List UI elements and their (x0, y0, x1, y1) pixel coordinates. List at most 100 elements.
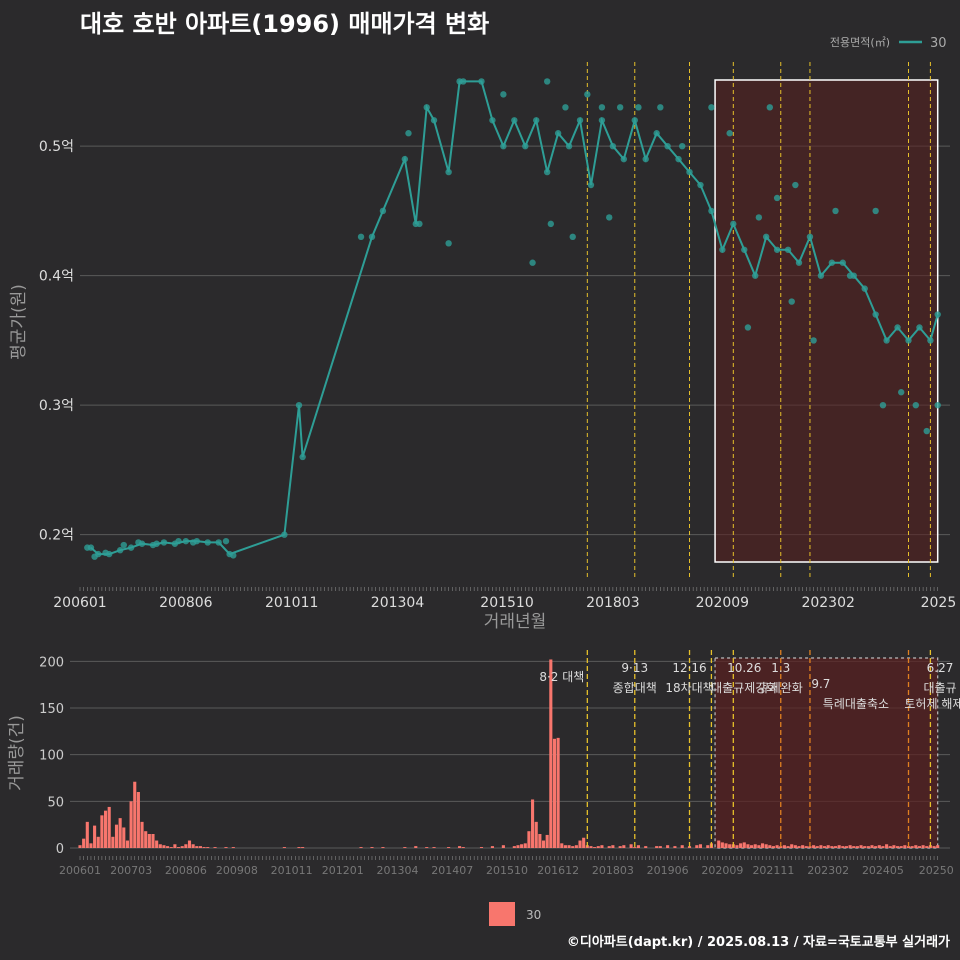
price-point (500, 91, 507, 98)
volume-bar (118, 818, 122, 848)
volume-bar (140, 821, 144, 848)
price-highlight-box (714, 79, 939, 563)
volume-bar (563, 845, 567, 848)
volume-bar (191, 844, 195, 848)
volume-y-tick-label: 200 (39, 655, 64, 670)
volume-bar (917, 846, 922, 848)
volume-bar (877, 845, 881, 848)
volume-bar (881, 846, 885, 848)
volume-bar (541, 840, 546, 848)
volume-x-tick-label: 201906 (647, 864, 689, 877)
price-point (810, 337, 817, 344)
price-point (792, 181, 799, 189)
price-y-axis-title: 평균가(원) (9, 284, 29, 360)
volume-x-tick-label: 201011 (271, 864, 313, 877)
policy-annotation: 대출규 (923, 681, 956, 695)
policy-annotation: 특례대출축소 (823, 697, 889, 711)
volume-bar (447, 847, 451, 848)
volume-y-tick-label: 100 (39, 749, 64, 764)
volume-bar (133, 781, 137, 848)
volume-bar (582, 837, 586, 848)
volume-bar (111, 836, 115, 848)
price-x-tick-label: 202009 (696, 595, 749, 611)
price-point (84, 544, 91, 551)
price-point (357, 233, 365, 241)
volume-bar (746, 844, 750, 848)
volume-bar (589, 846, 593, 848)
volume-x-tick-label: 202405 (862, 864, 904, 877)
volume-bar (523, 843, 527, 848)
volume-x-tick-label: 201612 (537, 864, 579, 877)
policy-annotation: 8·2 대책 (539, 669, 584, 684)
volume-bar (892, 845, 896, 848)
price-point (598, 104, 606, 111)
volume-bar (144, 831, 148, 848)
price-x-tick-label: 201011 (265, 595, 318, 611)
price-point (562, 104, 569, 111)
price-point (923, 427, 930, 435)
volume-bar (231, 847, 235, 848)
volume-bar (282, 847, 286, 848)
volume-bar (567, 845, 571, 848)
legend-title: 전용면적(㎡) (830, 36, 890, 49)
price-point (405, 130, 412, 137)
price-point (788, 298, 795, 305)
policy-date-label: 9.7 (811, 677, 830, 691)
volume-bar (925, 846, 929, 848)
volume-bar (184, 844, 188, 848)
volume-bar (815, 846, 819, 848)
volume-bar (848, 845, 852, 848)
volume-bar (122, 827, 126, 848)
price-point (120, 541, 127, 549)
volume-bar (914, 845, 918, 848)
volume-bar (370, 847, 374, 848)
volume-legend-label: 30 (526, 908, 541, 922)
volume-x-tick-label: 202302 (807, 864, 849, 877)
volume-bar (607, 846, 611, 848)
volume-bar (89, 843, 93, 848)
policy-date-label: 9·13 (621, 661, 648, 675)
price-point (766, 104, 774, 111)
price-point (569, 233, 576, 241)
policy-annotation: 종합대책 (613, 680, 657, 695)
price-point (912, 401, 920, 409)
volume-bar (531, 799, 535, 848)
volume-bar (516, 845, 520, 848)
volume-x-tick-label: 201407 (431, 864, 473, 877)
volume-bar (414, 846, 418, 848)
volume-bar (501, 845, 505, 848)
volume-bar (812, 845, 816, 848)
price-point (744, 324, 752, 331)
volume-bar (826, 845, 830, 848)
volume-bar (830, 846, 834, 848)
volume-x-tick-label: 200908 (216, 864, 258, 877)
volume-bar (658, 846, 662, 848)
volume-bar (782, 845, 786, 848)
volume-bar (458, 846, 462, 848)
volume-y-tick-label: 50 (47, 795, 64, 810)
volume-bar (96, 836, 100, 848)
volume-x-tick-label: 201803 (592, 864, 634, 877)
volume-bar (932, 846, 936, 848)
volume-highlight-box (714, 657, 939, 849)
volume-bar (728, 844, 732, 848)
volume-bar (114, 824, 119, 848)
volume-bar (534, 821, 538, 848)
volume-bar (644, 846, 648, 848)
volume-bar (125, 840, 129, 848)
price-point (616, 104, 624, 111)
volume-bar (655, 846, 659, 848)
volume-bar (611, 845, 615, 848)
volume-x-tick-label: 200703 (110, 864, 152, 877)
volume-x-tick-label: 200601 (59, 864, 101, 877)
volume-bar (527, 831, 531, 848)
volume-bar (425, 847, 429, 848)
source-credit: ©디아파트(dapt.kr) / 2025.08.13 / 자료=국토교통부 실… (566, 935, 950, 950)
volume-bar (720, 842, 724, 848)
volume-bar (136, 792, 140, 848)
volume-bar (359, 847, 363, 848)
volume-bar (698, 844, 703, 848)
price-point (222, 537, 230, 545)
volume-bar (936, 845, 940, 848)
volume-bar (560, 843, 564, 848)
